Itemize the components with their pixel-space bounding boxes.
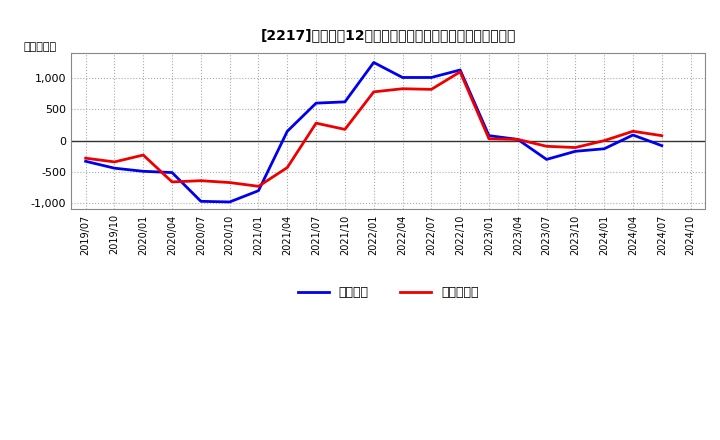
- 当期純利益: [197, 178, 205, 183]
- 経常利益: [254, 188, 263, 193]
- 経常利益: [513, 137, 522, 142]
- Line: 当期純利益: 当期純利益: [86, 72, 662, 186]
- 経常利益: [485, 133, 493, 138]
- 当期純利益: [283, 165, 292, 170]
- 当期純利益: [110, 159, 119, 165]
- Title: [2217]　利益だ12か月移動合計の対前年同期増減額の推移: [2217] 利益だ12か月移動合計の対前年同期増減額の推移: [261, 28, 516, 42]
- 当期純利益: [369, 89, 378, 95]
- 経常利益: [312, 100, 320, 106]
- 経常利益: [369, 60, 378, 65]
- 経常利益: [139, 169, 148, 174]
- 経常利益: [398, 75, 407, 80]
- 当期純利益: [571, 145, 580, 150]
- 経常利益: [81, 159, 90, 164]
- 当期純利益: [225, 180, 234, 185]
- Line: 経常利益: 経常利益: [86, 62, 662, 202]
- 当期純利益: [254, 183, 263, 189]
- 当期純利益: [81, 155, 90, 161]
- 当期純利益: [657, 133, 666, 138]
- Text: （百万円）: （百万円）: [24, 41, 57, 51]
- Legend: 経常利益, 当期純利益: 経常利益, 当期純利益: [292, 281, 484, 304]
- 経常利益: [629, 132, 637, 138]
- 経常利益: [456, 67, 464, 73]
- 経常利益: [283, 128, 292, 134]
- 経常利益: [542, 157, 551, 162]
- 当期純利益: [513, 137, 522, 142]
- 当期純利益: [456, 69, 464, 74]
- 経常利益: [571, 149, 580, 154]
- 当期純利益: [312, 121, 320, 126]
- 経常利益: [600, 146, 608, 151]
- 当期純利益: [427, 87, 436, 92]
- 経常利益: [657, 143, 666, 148]
- 経常利益: [341, 99, 349, 105]
- 当期純利益: [600, 138, 608, 143]
- 当期純利益: [341, 127, 349, 132]
- 当期純利益: [398, 86, 407, 92]
- 経常利益: [197, 199, 205, 204]
- 当期純利益: [168, 179, 176, 184]
- 当期純利益: [629, 128, 637, 134]
- 経常利益: [225, 199, 234, 205]
- 当期純利益: [485, 136, 493, 141]
- 経常利益: [168, 170, 176, 175]
- 経常利益: [427, 75, 436, 80]
- 当期純利益: [139, 152, 148, 158]
- 経常利益: [110, 165, 119, 171]
- 当期純利益: [542, 143, 551, 149]
